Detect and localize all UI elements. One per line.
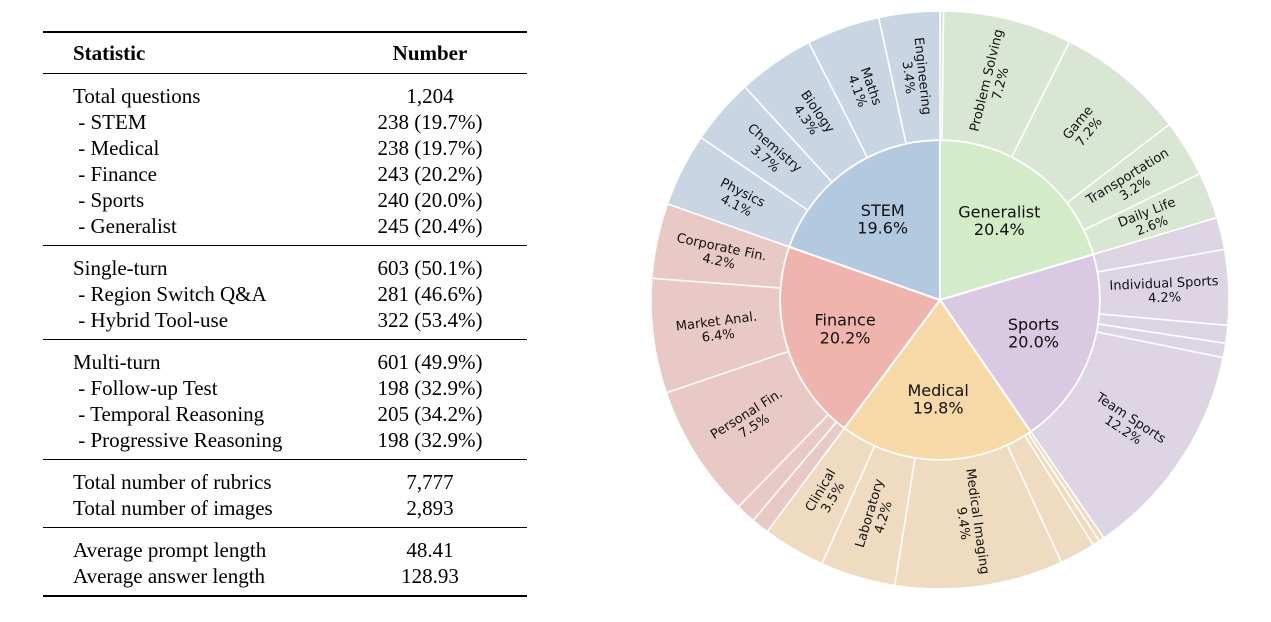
- table-group: Total number of rubrics 7,777 Total number…: [43, 460, 527, 527]
- table-row: - Progressive Reasoning 198 (32.9%): [43, 427, 527, 453]
- inner-label: STEM 19.6%: [857, 201, 908, 238]
- table-header: Statistic Number: [43, 33, 527, 73]
- number-cell: 601 (49.9%): [377, 349, 483, 374]
- outer-label-line: 6.4%: [701, 327, 736, 346]
- table-row: Average prompt length 48.41: [43, 537, 527, 563]
- number-cell: 205 (34.2%): [377, 401, 483, 426]
- inner-label-line: Finance: [814, 311, 875, 330]
- statistic-cell: - Medical: [73, 135, 160, 160]
- outer-label: Individual Sports4.2%: [1109, 274, 1220, 308]
- table-row: - Hybrid Tool-use 322 (53.4%): [43, 307, 527, 333]
- statistic-cell: Average prompt length: [73, 537, 267, 562]
- table-row: - Generalist 245 (20.4%): [43, 213, 527, 239]
- inner-label-line: 20.4%: [974, 220, 1025, 239]
- statistic-cell: - Generalist: [73, 213, 177, 238]
- statistic-cell: Single-turn: [73, 255, 168, 280]
- number-cell: 198 (32.9%): [377, 427, 483, 452]
- number-cell: 281 (46.6%): [377, 281, 483, 306]
- outer-slice-engineering: [877, 10, 941, 145]
- header-statistic: Statistic: [73, 40, 146, 65]
- number-cell: 238 (19.7%): [377, 109, 483, 134]
- table-row: Total number of images 2,893: [43, 495, 527, 521]
- outer-label-line: 3.4%: [899, 60, 917, 94]
- number-cell: 322 (53.4%): [377, 307, 483, 332]
- statistic-cell: - STEM: [73, 109, 147, 134]
- table-row: Multi-turn 601 (49.9%): [43, 349, 527, 375]
- group-rule: [43, 73, 527, 74]
- statistic-cell: Total number of rubrics: [73, 469, 272, 494]
- inner-label-line: Medical: [907, 381, 968, 400]
- number-cell: 243 (20.2%): [377, 161, 483, 186]
- outer-label: Market Anal.6.4%: [675, 310, 760, 349]
- inner-label-line: 19.6%: [857, 218, 908, 237]
- statistic-cell: - Region Switch Q&A: [73, 281, 267, 306]
- table-row: Average answer length 128.93: [43, 563, 527, 589]
- table-row: - Follow-up Test 198 (32.9%): [43, 375, 527, 401]
- inner-label: Sports 20.0%: [1008, 315, 1059, 352]
- outer-label-line: 4.2%: [701, 251, 736, 272]
- table-row: Total questions 1,204: [43, 83, 527, 109]
- statistic-cell: - Progressive Reasoning: [73, 427, 283, 452]
- statistic-cell: - Hybrid Tool-use: [73, 307, 229, 332]
- table-group: Average prompt length 48.41 Average answer…: [43, 528, 527, 595]
- number-cell: 603 (50.1%): [377, 255, 483, 280]
- statistics-table: Statistic Number Total questions 1,204 - …: [43, 31, 527, 597]
- number-cell: 2,893: [406, 495, 454, 520]
- table-row: Total number of rubrics 7,777: [43, 469, 527, 495]
- table-group: Single-turn 603 (50.1%) - Region Switch Q…: [43, 246, 527, 339]
- table-row: - Medical 238 (19.7%): [43, 135, 527, 161]
- table-row: - STEM 238 (19.7%): [43, 109, 527, 135]
- group-rule: [43, 245, 527, 246]
- statistic-cell: - Finance: [73, 161, 157, 186]
- inner-label: Finance 20.2%: [814, 311, 875, 348]
- table-group: Total questions 1,204 - STEM 238 (19.7%) -…: [43, 74, 527, 245]
- inner-label: Medical 19.8%: [907, 381, 968, 418]
- inner-label-line: Sports: [1008, 315, 1059, 334]
- statistic-cell: - Temporal Reasoning: [73, 401, 265, 426]
- number-cell: 1,204: [406, 83, 454, 108]
- table-group: Multi-turn 601 (49.9%) - Follow-up Test 19…: [43, 340, 527, 459]
- inner-label-line: 20.2%: [820, 328, 871, 347]
- statistic-cell: - Sports: [73, 187, 145, 212]
- table-row: - Finance 243 (20.2%): [43, 161, 527, 187]
- statistic-cell: Average answer length: [73, 563, 266, 588]
- table-row: - Temporal Reasoning 205 (34.2%): [43, 401, 527, 427]
- top-rule: [43, 31, 527, 33]
- bottom-rule: [43, 595, 527, 597]
- number-cell: 198 (32.9%): [377, 375, 483, 400]
- sunburst-chart: Problem Solving7.2%Game7.2%Transportatio…: [650, 10, 1230, 590]
- statistic-cell: Multi-turn: [73, 349, 161, 374]
- table-row: - Region Switch Q&A 281 (46.6%): [43, 281, 527, 307]
- outer-label-line: 4.2%: [1148, 290, 1182, 306]
- table-row: - Sports 240 (20.0%): [43, 187, 527, 213]
- inner-label-line: 20.0%: [1008, 332, 1059, 351]
- table-row: Single-turn 603 (50.1%): [43, 255, 527, 281]
- inner-label-line: 19.8%: [913, 399, 964, 418]
- number-cell: 7,777: [406, 469, 454, 494]
- statistic-cell: Total number of images: [73, 495, 273, 520]
- outer-label-line: Individual Sports: [1109, 274, 1219, 294]
- inner-label-line: Generalist: [958, 202, 1040, 221]
- group-rule: [43, 339, 527, 340]
- number-cell: 48.41: [406, 537, 454, 562]
- group-rule: [43, 527, 527, 528]
- inner-label: Generalist 20.4%: [958, 202, 1040, 239]
- statistic-cell: - Follow-up Test: [73, 375, 218, 400]
- group-rule: [43, 459, 527, 460]
- number-cell: 245 (20.4%): [377, 213, 483, 238]
- header-number: Number: [392, 40, 468, 65]
- number-cell: 128.93: [401, 563, 459, 588]
- outer-label-line: 9.4%: [953, 506, 972, 541]
- number-cell: 238 (19.7%): [377, 135, 483, 160]
- inner-label-line: STEM: [861, 201, 905, 220]
- statistic-cell: Total questions: [73, 83, 201, 108]
- number-cell: 240 (20.0%): [377, 187, 483, 212]
